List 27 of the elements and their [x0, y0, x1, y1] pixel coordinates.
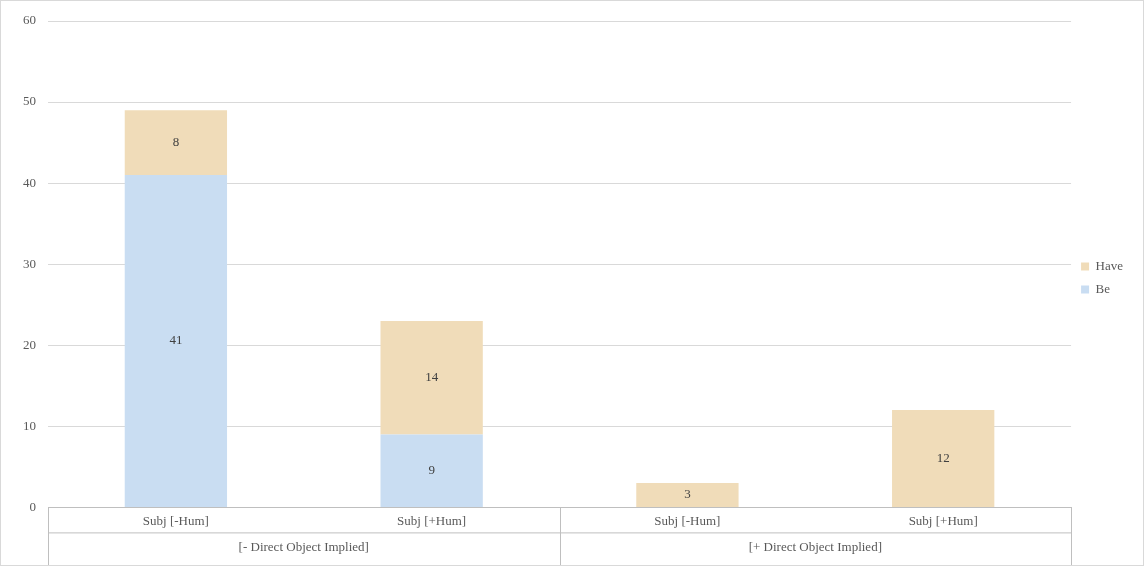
data-label: 9: [428, 462, 435, 478]
y-tick-label: 0: [29, 498, 36, 514]
data-label: 41: [169, 332, 183, 348]
data-label: 8: [172, 134, 180, 150]
data-label: 3: [684, 486, 691, 502]
y-tick-label: 60: [23, 12, 36, 28]
data-label: 12: [936, 449, 950, 465]
bar: [892, 410, 995, 507]
bar: [124, 175, 228, 507]
data-label: 14: [425, 369, 439, 385]
y-tick-label: 10: [23, 417, 36, 433]
text: [+ Direct Object Implied]: [748, 538, 882, 554]
y-tick-label: 30: [23, 255, 36, 271]
bar: [380, 320, 483, 435]
text: [- Direct Object Implied]: [238, 538, 369, 554]
legend-label: Be: [1095, 280, 1111, 296]
x-tick-label: Subj [+Hum]: [397, 512, 467, 528]
y-tick-label: 50: [23, 93, 36, 109]
x-tick-label: Subj [-Hum]: [654, 512, 721, 528]
bar: [124, 110, 228, 176]
bar: [380, 434, 483, 507]
y-tick-label: 40: [23, 174, 36, 190]
x-tick-label: Subj [+Hum]: [908, 512, 978, 528]
legend-label: Have: [1095, 257, 1124, 273]
x-tick-label: Subj [-Hum]: [142, 512, 209, 528]
bar: [636, 483, 739, 507]
y-tick-label: 20: [23, 336, 36, 352]
